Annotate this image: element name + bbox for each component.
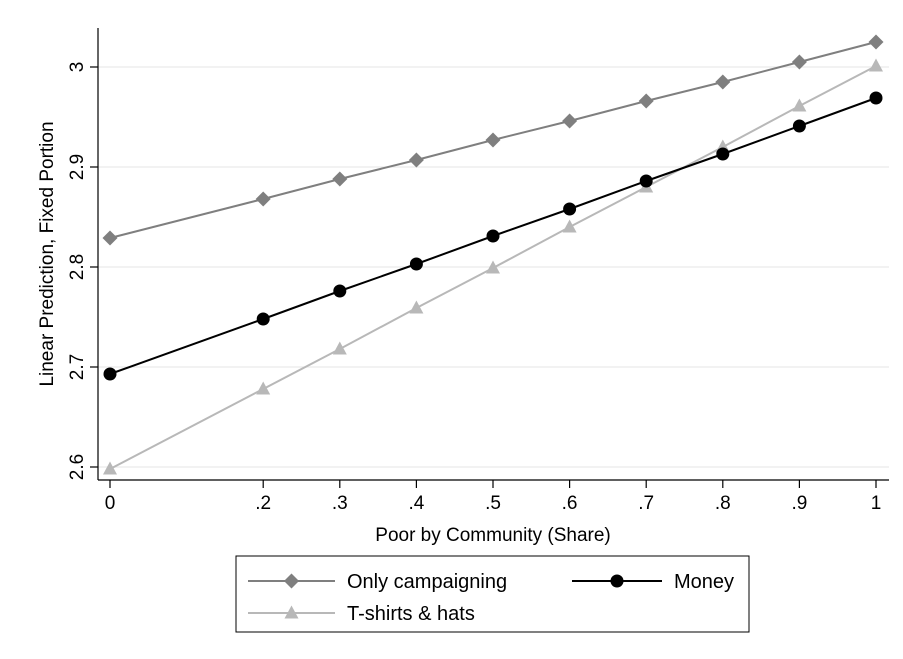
data-point (869, 58, 883, 72)
plot-background (98, 28, 889, 480)
series-1 (103, 91, 883, 381)
data-point (562, 113, 578, 129)
data-point (486, 260, 500, 274)
x-tick-label: .5 (485, 493, 501, 514)
data-point (256, 312, 270, 326)
legend-label: Money (674, 571, 734, 593)
y-tick-label: 2.9 (67, 154, 88, 180)
data-point (869, 91, 883, 105)
data-point (868, 34, 884, 50)
data-point (333, 284, 347, 298)
data-point (562, 219, 577, 233)
legend-marker (284, 605, 299, 619)
data-point (563, 202, 577, 216)
legend-label: Only campaigning (347, 571, 507, 593)
x-tick-label: 0 (105, 493, 116, 514)
legend-item: Only campaigning (248, 571, 507, 593)
x-tick-label: .3 (332, 493, 348, 514)
data-point (716, 147, 730, 161)
data-point (715, 74, 731, 90)
data-point (103, 461, 117, 475)
legend-item: Money (572, 571, 734, 593)
y-tick-label: 3 (67, 62, 88, 73)
data-point (638, 93, 654, 109)
series-0 (102, 34, 884, 246)
data-point (332, 341, 347, 355)
data-point (791, 54, 807, 70)
legend-marker (284, 573, 299, 589)
y-axis-title: Linear Prediction, Fixed Portion (37, 121, 58, 386)
data-point (409, 300, 424, 314)
series-2 (103, 58, 883, 475)
x-tick-label: 1 (871, 493, 882, 514)
data-point (485, 132, 501, 148)
x-tick-label: .4 (408, 493, 424, 514)
data-point (639, 174, 653, 188)
data-point (792, 119, 806, 133)
y-tick-label: 2.8 (67, 254, 88, 280)
legend-label: T-shirts & hats (347, 603, 475, 625)
series-line (109, 65, 877, 470)
series-line (109, 41, 877, 239)
data-point (256, 381, 271, 395)
x-tick-label: .9 (791, 493, 807, 514)
data-point (486, 229, 500, 243)
data-point (102, 230, 118, 246)
legend-items: Only campaigning Money T-shirts & hats (248, 571, 734, 625)
y-ticks: 2.6 2.7 2.8 2.9 3 (67, 62, 98, 480)
y-tick-label: 2.7 (67, 354, 88, 380)
legend-item: T-shirts & hats (248, 603, 475, 625)
data-point (255, 191, 271, 207)
series-line (109, 97, 877, 375)
x-tick-label: .6 (562, 493, 578, 514)
data-point (103, 367, 117, 381)
x-ticks: 0 .2 .3 .4 .5 .6 .7 .8 .9 1 (105, 480, 882, 514)
data-point (409, 257, 423, 271)
series (102, 34, 884, 475)
y-tick-label: 2.6 (67, 454, 88, 480)
legend: Only campaigning Money T-shirts & hats (235, 555, 750, 633)
data-point (408, 152, 424, 168)
x-axis-title: Poor by Community (Share) (375, 525, 610, 546)
x-tick-label: .8 (715, 493, 731, 514)
x-tick-label: .7 (638, 493, 654, 514)
legend-box (235, 555, 750, 633)
data-point (332, 171, 348, 187)
legend-marker (610, 574, 624, 588)
x-tick-label: .2 (255, 493, 271, 514)
data-point (792, 98, 807, 112)
